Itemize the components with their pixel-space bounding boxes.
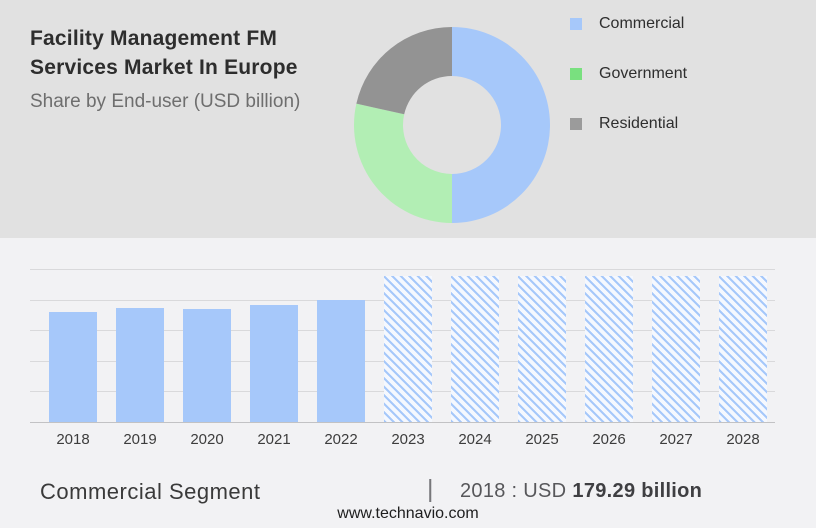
- gridline-250: [30, 269, 775, 270]
- bar-chart: 2018 2019 2020 2021 2022 2023 2024 2025 2026 2027…: [30, 269, 775, 448]
- bar-2026-forecast: [585, 276, 633, 422]
- website-url: www.technavio.com: [337, 505, 479, 522]
- legend-item-government: Government: [570, 65, 688, 82]
- donut-slice-commercial: [452, 27, 550, 223]
- bar-2024-forecast: [451, 276, 499, 422]
- legend-label: Residential: [599, 115, 679, 132]
- donut-svg: [354, 27, 550, 223]
- legend-label: Commercial: [599, 15, 685, 32]
- x-tick-label-2024: 2024: [458, 431, 492, 448]
- legend-label: Government: [599, 65, 688, 82]
- donut-chart: [354, 27, 550, 223]
- legend-swatch-commercial: [570, 18, 582, 30]
- legend-item-commercial: Commercial: [570, 15, 687, 32]
- page-title-line1: Facility Management FM: [30, 27, 278, 50]
- page-subtitle: Share by End-user (USD billion): [30, 91, 301, 112]
- x-axis-line: [30, 422, 775, 423]
- x-tick-label-2018: 2018: [56, 431, 90, 448]
- donut-slice-government: [354, 103, 452, 223]
- x-tick-label-2027: 2027: [659, 431, 693, 448]
- bar-2023-forecast: [384, 276, 432, 422]
- x-tick-label-2022: 2022: [324, 431, 358, 448]
- legend: Commercial Government Residential: [570, 15, 688, 167]
- bar-2018: [49, 312, 97, 422]
- bar-2027-forecast: [652, 276, 700, 422]
- legend-swatch-residential: [570, 118, 582, 130]
- legend-item-residential: Residential: [570, 115, 687, 132]
- bar-2021: [250, 305, 298, 422]
- market-value-prefix: 2018 : USD: [460, 480, 567, 502]
- title-block: Facility Management FM Services Market I…: [30, 24, 300, 113]
- legend-swatch-government: [570, 68, 582, 80]
- x-tick-label-2028: 2028: [726, 431, 760, 448]
- page-title-line2: Services Market In Europe: [30, 56, 298, 79]
- x-tick-label-2023: 2023: [391, 431, 425, 448]
- x-tick-label-2026: 2026: [592, 431, 626, 448]
- x-tick-label-2019: 2019: [123, 431, 157, 448]
- bar-2025-forecast: [518, 276, 566, 422]
- bar-chart-section: 2018 2019 2020 2021 2022 2023 2024 2025 2026 2027…: [0, 238, 816, 528]
- x-tick-label-2021: 2021: [257, 431, 291, 448]
- donut-slice-residential: [356, 27, 452, 115]
- market-value-amount: 179.29 billion: [572, 480, 703, 502]
- x-tick-label-2020: 2020: [190, 431, 224, 448]
- x-tick-label-2025: 2025: [525, 431, 559, 448]
- bar-2022: [317, 300, 365, 422]
- divider-bar: |: [427, 475, 434, 503]
- bar-2028-forecast: [719, 276, 767, 422]
- header-section: Facility Management FM Services Market I…: [0, 0, 816, 238]
- market-value: 2018 : USD 179.29 billion: [460, 480, 702, 503]
- bar-2020: [183, 309, 231, 422]
- bar-2019: [116, 308, 164, 422]
- segment-label: Commercial Segment: [40, 479, 261, 504]
